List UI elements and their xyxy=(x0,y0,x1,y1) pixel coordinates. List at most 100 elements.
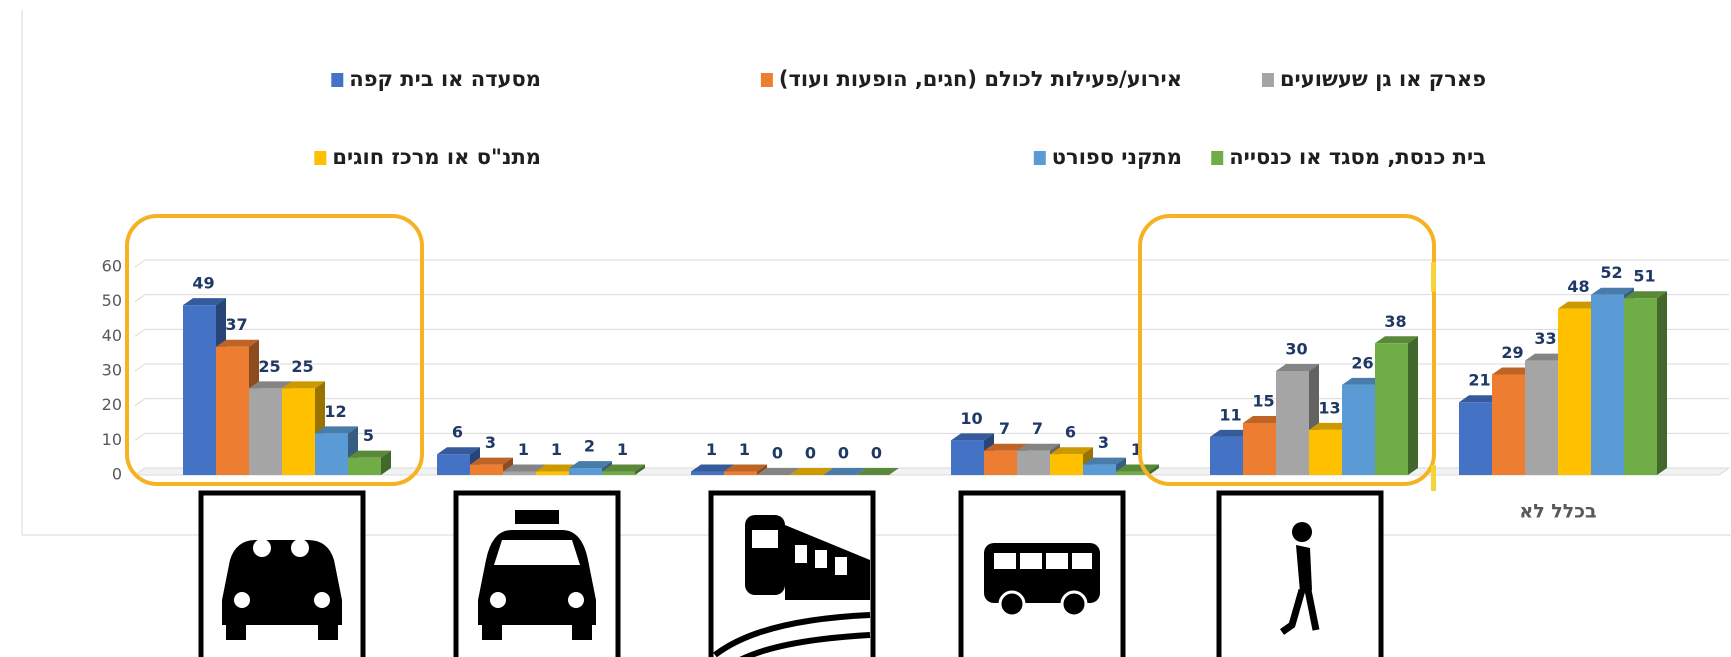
bar-top xyxy=(1459,395,1502,403)
bar-top xyxy=(1375,336,1418,344)
data-label: 38 xyxy=(1384,312,1406,331)
bar xyxy=(1083,464,1116,475)
bar xyxy=(1591,294,1624,475)
bar-top xyxy=(315,426,358,434)
bar xyxy=(984,450,1017,475)
grid-line xyxy=(134,259,1729,268)
bar xyxy=(315,433,348,475)
icon-car xyxy=(198,490,366,657)
bar xyxy=(1116,471,1149,475)
bar-top xyxy=(1050,447,1093,455)
data-label: 1 xyxy=(518,440,529,459)
data-label: 25 xyxy=(291,357,313,376)
data-label: 10 xyxy=(960,409,982,428)
bar xyxy=(1525,360,1558,475)
bar xyxy=(249,388,282,475)
grid-line xyxy=(134,363,1729,372)
bar-top xyxy=(757,468,800,475)
bar xyxy=(1624,298,1657,475)
marker xyxy=(1431,262,1436,292)
data-label: 48 xyxy=(1567,277,1589,296)
grid-line xyxy=(134,432,1729,441)
data-label: 13 xyxy=(1318,398,1340,417)
bar-top xyxy=(1591,287,1634,295)
data-label: 33 xyxy=(1534,329,1556,348)
grid-line xyxy=(134,398,1729,407)
bar xyxy=(470,464,503,475)
legend-label: אירוע/פעילות לכולם (חגים, הופעות ועוד) xyxy=(779,67,1182,91)
data-label: 7 xyxy=(1032,419,1043,438)
data-label: 15 xyxy=(1252,392,1274,411)
bar xyxy=(691,471,724,475)
y-tick-label: 20 xyxy=(102,395,122,414)
data-label: 26 xyxy=(1351,353,1373,372)
data-label: 49 xyxy=(192,274,214,293)
bar xyxy=(503,471,536,475)
data-label: 37 xyxy=(225,315,247,334)
bar xyxy=(1309,429,1342,475)
legend-swatch xyxy=(314,151,327,165)
marker xyxy=(1431,465,1436,491)
bar-top xyxy=(1309,422,1352,430)
bar xyxy=(1276,371,1309,475)
bar xyxy=(216,346,249,475)
bar-top xyxy=(951,433,994,441)
data-label: 6 xyxy=(1065,423,1076,442)
legend-swatch xyxy=(1261,73,1274,87)
bar-top xyxy=(437,447,480,455)
data-label: 52 xyxy=(1600,263,1622,282)
data-label: 1 xyxy=(706,440,717,459)
legend-label: מתנ"ס או מרכז חוגים xyxy=(332,145,541,169)
data-label: 0 xyxy=(871,444,882,463)
bar-top xyxy=(1624,291,1667,299)
data-label: 1 xyxy=(551,440,562,459)
bar-side xyxy=(1657,291,1667,475)
bar-top xyxy=(984,443,1027,451)
highlight-box xyxy=(1138,214,1436,486)
data-label: 5 xyxy=(363,426,374,445)
y-tick-label: 40 xyxy=(102,326,122,345)
x-tick-label: בכלל לא xyxy=(1519,501,1596,523)
bar-top xyxy=(790,468,833,475)
y-tick-label: 30 xyxy=(102,361,122,380)
bar-top xyxy=(1116,464,1159,472)
icon-taxi xyxy=(453,490,621,657)
data-label: 0 xyxy=(772,444,783,463)
bar xyxy=(569,468,602,475)
highlight-box xyxy=(125,214,424,486)
bar xyxy=(724,471,757,475)
bar xyxy=(1243,423,1276,475)
bar-side xyxy=(635,464,645,475)
bar-top xyxy=(1558,301,1601,309)
legend-swatch xyxy=(1211,151,1224,165)
data-label: 0 xyxy=(805,444,816,463)
data-label: 30 xyxy=(1285,340,1307,359)
data-label: 3 xyxy=(1098,433,1109,452)
legend-label: מתקני ספורט xyxy=(1052,145,1182,169)
bar-top xyxy=(503,464,546,472)
bar xyxy=(1558,308,1591,475)
bar-top xyxy=(856,468,899,475)
data-label: 25 xyxy=(258,357,280,376)
bar-side xyxy=(381,450,391,475)
data-label: 1 xyxy=(739,440,750,459)
data-label: 11 xyxy=(1219,405,1241,424)
data-label: 21 xyxy=(1468,371,1490,390)
bar-top xyxy=(1210,429,1253,437)
bar-top xyxy=(216,339,259,347)
bar-top xyxy=(249,381,292,389)
bar-top xyxy=(691,464,734,472)
data-label: 1 xyxy=(1131,440,1142,459)
data-label: 6 xyxy=(452,423,463,442)
bar-side xyxy=(757,464,767,475)
data-label: 51 xyxy=(1633,267,1655,286)
data-label: 2 xyxy=(584,437,595,456)
bar-top xyxy=(1083,457,1126,465)
grid-line xyxy=(134,294,1729,303)
bar-top xyxy=(536,464,579,472)
bar-top xyxy=(1492,367,1535,375)
legend-label: פארק או גן שעשועים xyxy=(1280,67,1486,91)
bar-top xyxy=(1525,353,1568,361)
bar-top xyxy=(470,457,513,465)
